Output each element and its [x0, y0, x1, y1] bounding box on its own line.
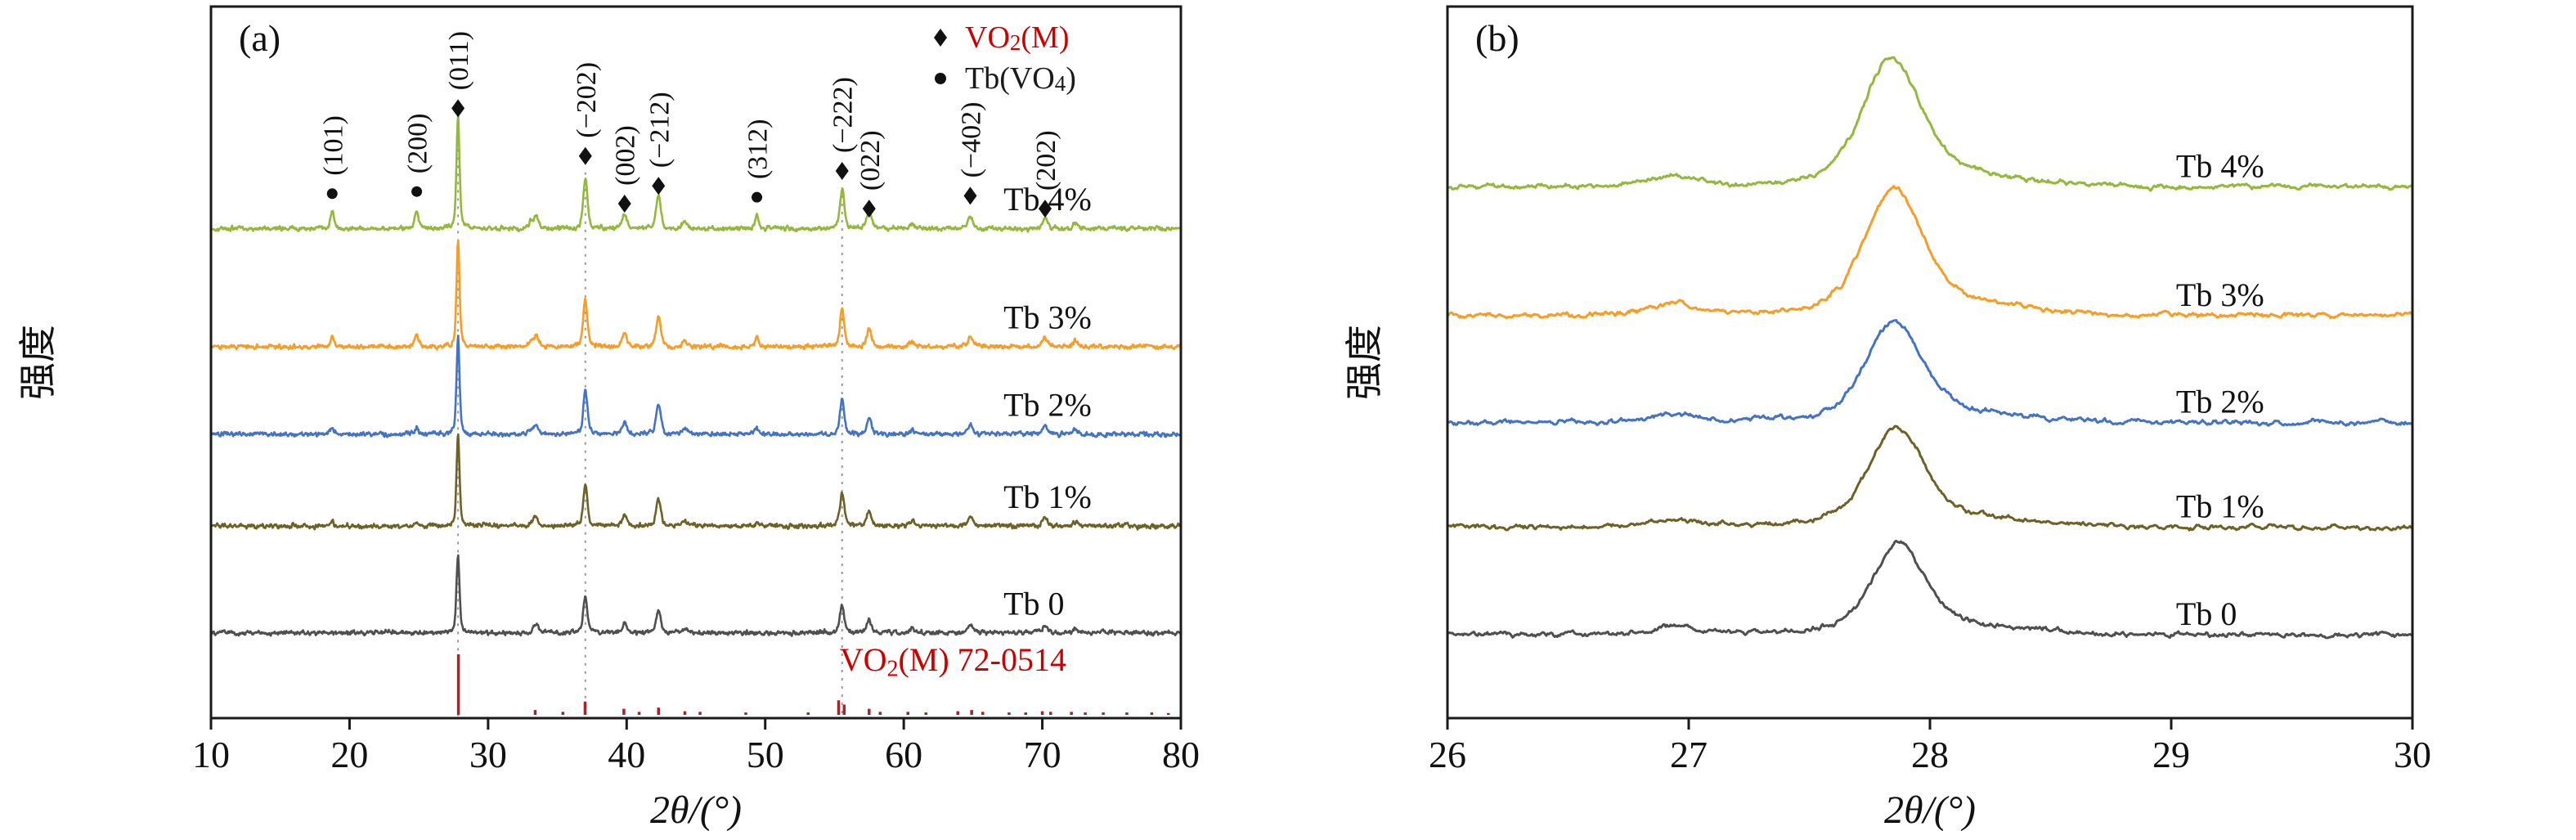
xrd-zoom-trace-0: [1446, 539, 2414, 640]
peak-hkl-label: (101): [318, 115, 348, 176]
peak-hkl-label: (−212): [644, 92, 675, 168]
legend-vo2m-label: VO2(M): [965, 20, 1070, 55]
x-tick-label: 60: [885, 734, 922, 775]
peak-hkl-label: (202): [1031, 130, 1061, 191]
xrd-zoom-trace-3: [1446, 185, 2414, 320]
x-tick-label: 40: [608, 734, 645, 775]
xrd-trace-4: [209, 114, 1183, 233]
series-label: Tb 3%: [2176, 276, 2264, 313]
x-tick-label: 20: [330, 734, 368, 775]
series-label: Tb 4%: [2176, 148, 2264, 185]
peak-hkl-label: (−202): [572, 62, 602, 138]
axis-box: [209, 5, 1183, 720]
dot-marker: [326, 188, 338, 200]
diamond-marker: [963, 186, 977, 205]
dot-marker: [752, 191, 763, 203]
x-tick-label: 27: [1670, 734, 1708, 775]
x-tick-label: 80: [1162, 734, 1200, 775]
xrd-zoom-trace-1: [1446, 424, 2414, 532]
peak-hkl-label: (002): [611, 125, 641, 186]
x-tick-label: 29: [2152, 734, 2190, 775]
axis-box: [1446, 5, 2414, 720]
diamond-marker: [862, 200, 876, 218]
reference-pdf-label: VO2(M) 72-0514: [840, 641, 1066, 681]
series-label: Tb 1%: [2176, 488, 2264, 525]
diamond-marker: [578, 146, 592, 165]
peak-hkl-label: (022): [855, 130, 886, 191]
x-axis-label: 2θ/(°): [650, 788, 742, 832]
xrd-trace-0: [209, 554, 1183, 637]
diamond-marker: [617, 194, 631, 213]
legend-dot-icon: [935, 73, 946, 84]
x-tick-label: 50: [747, 734, 784, 775]
peak-hkl-label: (−222): [828, 77, 859, 153]
y-axis-label: 强度: [1344, 325, 1385, 400]
xrd-zoom-trace-4: [1446, 56, 2414, 192]
series-label: Tb 2%: [2176, 384, 2264, 420]
xrd-trace-2: [209, 335, 1183, 438]
legend-tbvo4-label: Tb(VO4): [965, 61, 1076, 96]
y-axis-label: 强度: [17, 325, 59, 400]
xrd-zoom-trace-2: [1446, 319, 2414, 427]
series-label: Tb 0: [1003, 585, 1064, 622]
x-tick-label: 28: [1911, 734, 1949, 775]
x-axis-label: 2θ/(°): [1884, 788, 1976, 832]
series-label: Tb 2%: [1003, 387, 1092, 424]
legend-diamond-icon: [934, 29, 947, 47]
peak-hkl-label: (312): [743, 119, 774, 180]
x-tick-label: 10: [192, 734, 230, 775]
x-tick-label: 70: [1024, 734, 1061, 775]
x-tick-label: 30: [2394, 734, 2431, 775]
x-tick-label: 26: [1429, 734, 1466, 775]
panel-label: (a): [239, 17, 280, 59]
series-label: Tb 0: [2176, 595, 2237, 632]
xrd-trace-3: [209, 239, 1183, 351]
diamond-marker: [652, 177, 666, 195]
panel-label: (b): [1475, 17, 1519, 59]
diamond-marker: [835, 161, 849, 180]
peak-hkl-label: (011): [444, 31, 474, 90]
series-label: Tb 1%: [1003, 478, 1092, 515]
x-tick-label: 30: [469, 734, 507, 775]
peak-hkl-label: (−402): [956, 102, 986, 178]
diamond-marker: [1038, 200, 1052, 218]
peak-hkl-label: (200): [403, 114, 433, 174]
xrd-trace-1: [209, 433, 1183, 531]
series-label: Tb 3%: [1003, 299, 1092, 336]
dot-marker: [411, 186, 423, 197]
panel-b-xrd-zoom-pattern: Tb 0 Tb 1% Tb 2% Tb 3% Tb 4% 26 27 28 29 30 2θ/(°)…: [1344, 5, 2431, 832]
diamond-marker: [451, 99, 465, 118]
